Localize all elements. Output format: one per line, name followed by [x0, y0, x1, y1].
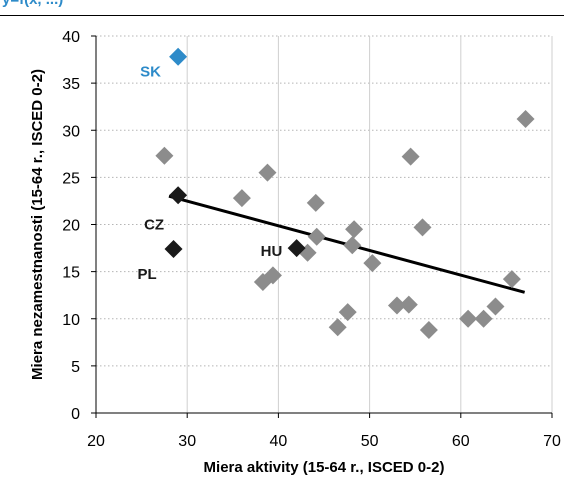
data-point	[343, 236, 362, 255]
axes	[91, 35, 553, 418]
y-tick-label: 10	[62, 312, 80, 329]
data-point	[338, 303, 357, 322]
data-point	[363, 254, 382, 273]
point-label-cz: CZ	[144, 216, 164, 233]
y-tick-label: 25	[62, 170, 80, 187]
data-point	[387, 296, 406, 315]
header-rule	[0, 15, 564, 16]
data-point-sk	[169, 47, 188, 66]
data-point	[328, 318, 347, 337]
point-labels: SK CZ PL HU	[138, 64, 283, 283]
y-tick-label: 30	[62, 123, 80, 140]
y-tick-label: 35	[62, 76, 80, 93]
tick-labels: 0 5 10 15 20 25 30 35 40 20 30 40 50 60 70	[62, 29, 561, 450]
data-point-hu	[287, 239, 306, 258]
data-points	[155, 47, 535, 340]
x-axis-title: Miera aktivity (15-64 r., ISCED 0-2)	[204, 459, 445, 476]
y-tick-label: 5	[71, 359, 80, 376]
y-tick-label: 0	[71, 406, 80, 423]
x-tick-label: 20	[87, 433, 105, 450]
x-tick-label: 30	[178, 433, 196, 450]
data-point	[474, 309, 493, 328]
data-point	[459, 309, 478, 328]
data-point	[232, 189, 251, 208]
x-tick-label: 70	[543, 433, 561, 450]
data-point	[486, 297, 505, 316]
point-label-pl: PL	[138, 266, 157, 283]
data-point	[399, 295, 418, 314]
point-label-hu: HU	[261, 243, 283, 260]
data-point	[306, 193, 325, 212]
x-tick-label: 50	[361, 433, 379, 450]
data-point	[307, 227, 326, 246]
header-strip: y=f(x, ...)	[0, 0, 564, 16]
data-point	[401, 147, 420, 166]
grid	[96, 35, 553, 413]
y-tick-label: 20	[62, 218, 80, 235]
point-label-sk: SK	[140, 64, 161, 81]
data-point	[258, 163, 277, 182]
data-point-cz	[169, 186, 188, 205]
x-tick-label: 60	[452, 433, 470, 450]
data-point	[419, 321, 438, 340]
y-axis-title: Miera nezamestnanosti (15-64 r., ISCED 0…	[29, 69, 46, 380]
y-tick-label: 15	[62, 265, 80, 282]
data-point	[155, 146, 174, 165]
y-tick-label: 40	[62, 29, 80, 46]
data-point	[516, 109, 535, 128]
x-tick-label: 40	[270, 433, 288, 450]
header-text: y=f(x, ...)	[2, 0, 63, 8]
data-point-pl	[164, 240, 183, 259]
data-point	[502, 270, 521, 289]
data-point	[413, 218, 432, 237]
data-point	[263, 266, 282, 285]
data-point	[345, 220, 364, 239]
